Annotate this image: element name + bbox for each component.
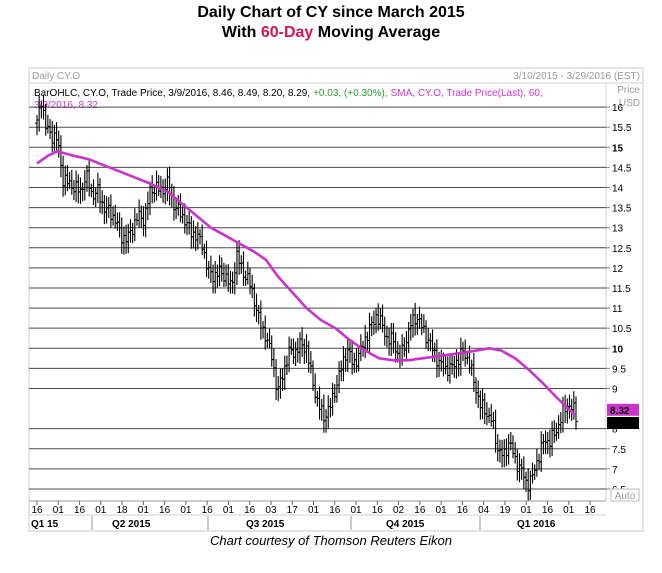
x-tick-label: 01: [350, 505, 362, 516]
x-tick-label: 17: [287, 505, 299, 516]
y-axis-labels: 16 15.5 15 14.5 14 13.5 13 12.5 12 11.5 11 10.5 10 9.…: [606, 103, 632, 496]
x-tick-label: 16: [329, 505, 341, 516]
panel-label: Daily CY.O: [32, 71, 80, 82]
x-axis-quarters: Q1 15 Q2 2015 Q3 2015 Q4 2015 Q1 2016: [31, 516, 556, 530]
y-tick-label: 14.5: [612, 163, 632, 174]
quarter-label: Q3 2015: [246, 519, 285, 530]
y-tick-label: 16: [612, 103, 624, 114]
x-tick-label: 01: [138, 505, 150, 516]
y-tick-label: 9.5: [612, 364, 626, 375]
quarter-label: Q1 2016: [517, 519, 556, 530]
auto-scale-button[interactable]: [610, 488, 640, 502]
y-tick-label: 8: [612, 425, 618, 436]
y-tick-label: 13: [612, 224, 624, 235]
x-tick-label: 16: [372, 505, 384, 516]
legend-line-1: BarOHLC, CY.O, Trade Price, 3/9/2016, 8.…: [34, 88, 543, 99]
x-tick-label: 01: [521, 505, 533, 516]
quarter-label: Q1 15: [31, 519, 59, 530]
subtitle-highlight: 60-Day: [260, 24, 314, 41]
x-tick-label: 16: [74, 505, 86, 516]
y-tick-label: 7.5: [612, 445, 626, 456]
x-tick-label: 03: [265, 505, 277, 516]
chart-title: Daily Chart of CY since March 2015: [197, 4, 465, 21]
chart-subtitle: With 60-Day Moving Average: [0, 24, 662, 42]
x-tick-label: 16: [31, 505, 43, 516]
last-value-text: 8.29: [610, 419, 630, 430]
x-tick-label: 01: [308, 505, 320, 516]
date-range: 3/10/2015 - 3/29/2016 (EST): [513, 71, 640, 82]
x-tick-label: 04: [478, 505, 490, 516]
x-tick-label: 18: [117, 505, 129, 516]
y-tick-label: 12.5: [612, 244, 632, 255]
y-tick-label: 9: [612, 384, 618, 395]
x-axis-ticks: 16 01 16 01 18 01 16 01 16 01 16 03 17 01 16 01 16 02 16 01…: [31, 501, 596, 516]
plot-area: [28, 82, 607, 502]
y-tick-label: 7: [612, 465, 618, 476]
y-tick-label: 15.5: [612, 123, 632, 134]
price-header: Price: [617, 85, 640, 96]
last-value-labels: 8.32 8.29: [607, 403, 639, 430]
x-tick-label: 01: [223, 505, 235, 516]
sma-line: [36, 150, 577, 417]
gridlines: [29, 106, 606, 490]
quarter-label: Q2 2015: [112, 519, 151, 530]
legend-bar-change: +0.03, (+0.30%),: [313, 88, 388, 99]
last-value-label: 8.29: [607, 416, 639, 430]
legend-sma-text: SMA, CY.O, Trade Price(Last), 60,: [391, 88, 543, 99]
x-tick-label: 16: [584, 505, 596, 516]
x-tick-label: 01: [180, 505, 192, 516]
chart-credit: Chart courtesy of Thomson Reuters Eikon: [209, 533, 453, 548]
ohlc-bars: [35, 94, 578, 502]
legend-bar-text: BarOHLC, CY.O, Trade Price, 3/9/2016, 8.…: [34, 88, 310, 99]
x-tick-label: 01: [53, 505, 65, 516]
x-tick-label: 16: [159, 505, 171, 516]
y-tick-label: 10: [612, 344, 624, 355]
x-tick-label: 02: [393, 505, 405, 516]
legend-sma-line-2: 3/9/2016, 8.32: [34, 100, 98, 111]
auto-scale-label: Auto: [615, 491, 636, 502]
x-tick-label: 01: [95, 505, 107, 516]
currency-header: USD: [619, 98, 640, 109]
x-tick-label: 16: [414, 505, 426, 516]
y-tick-label: 11: [612, 304, 623, 315]
quarter-label: Q4 2015: [386, 519, 425, 530]
x-tick-label: 16: [457, 505, 469, 516]
x-tick-label: 16: [542, 505, 554, 516]
y-tick-label: 14: [612, 184, 624, 195]
last-value-text: 8.32: [610, 406, 630, 417]
subtitle-suffix: Moving Average: [313, 24, 441, 41]
x-tick-label: 16: [202, 505, 214, 516]
sma-60-path: [36, 150, 577, 417]
last-value-label: 8.32: [607, 403, 639, 417]
y-tick-label: 10.5: [612, 324, 632, 335]
y-tick-label: 12: [612, 264, 624, 275]
x-tick-label: 01: [436, 505, 448, 516]
y-tick-label: 11.5: [612, 284, 631, 295]
y-tick-label: 15: [612, 143, 624, 154]
ohlc-bar: [574, 396, 578, 430]
x-tick-label: 16: [244, 505, 256, 516]
x-tick-label: 19: [499, 505, 511, 516]
subtitle-prefix: With: [221, 24, 261, 41]
x-tick-label: 01: [563, 505, 575, 516]
y-tick-label: 13.5: [612, 204, 632, 215]
